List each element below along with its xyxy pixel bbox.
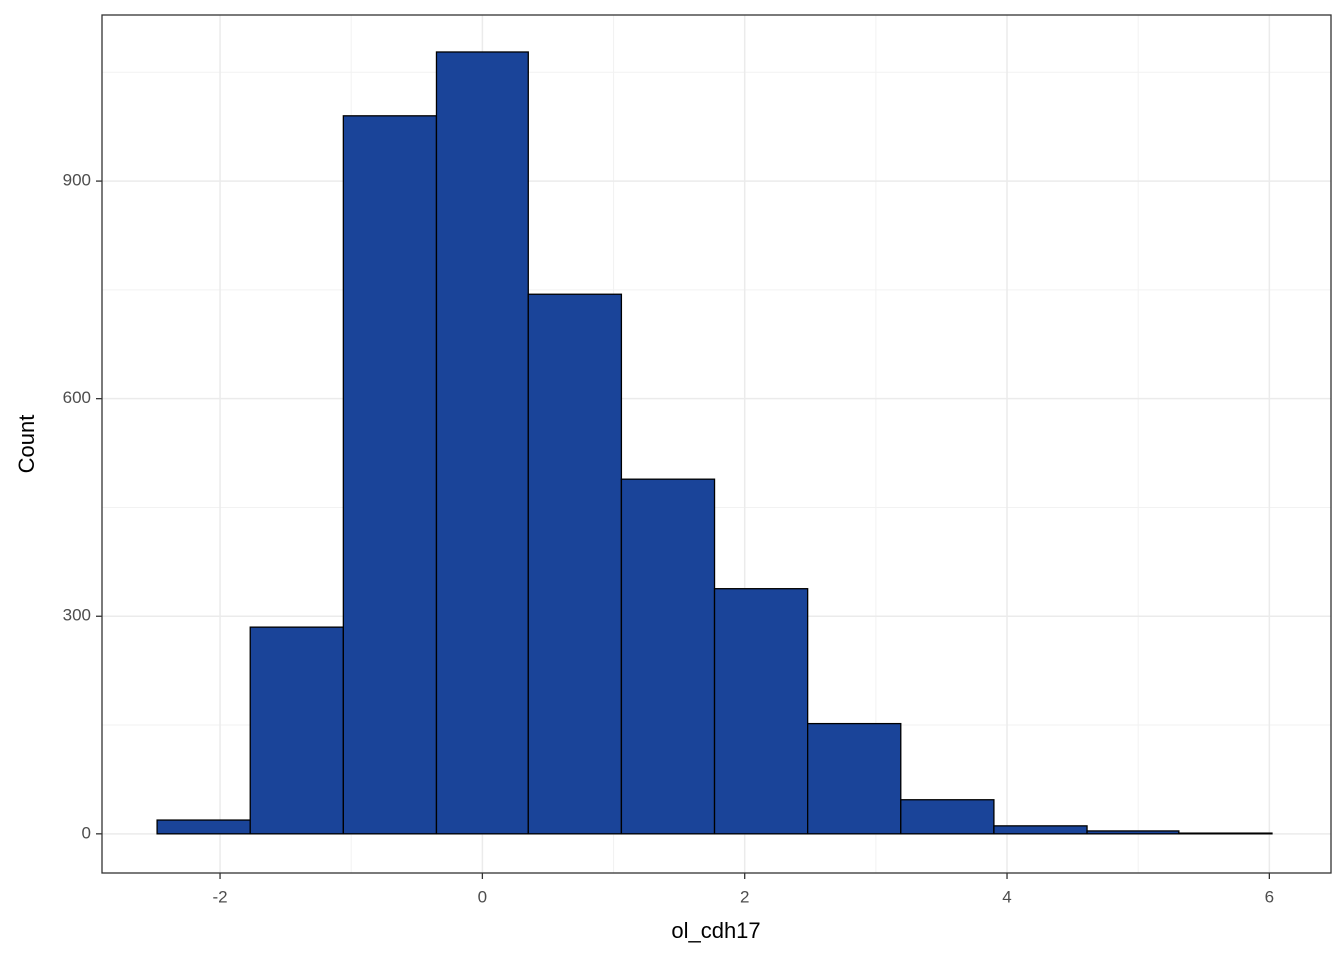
y-tick-label: 0 (82, 823, 91, 842)
x-tick-label: 0 (478, 887, 487, 906)
y-tick-label: 600 (63, 388, 91, 407)
bar (900, 799, 995, 835)
y-axis-title: Count (14, 415, 39, 474)
x-tick-label: 4 (1002, 887, 1011, 906)
bar (620, 478, 716, 835)
bar (1086, 830, 1180, 835)
bars (156, 51, 1273, 835)
bar (807, 722, 902, 835)
bar (527, 293, 623, 835)
x-axis-title: ol_cdh17 (671, 918, 760, 943)
bar (435, 51, 529, 835)
bar (342, 115, 438, 835)
x-tick-label: 6 (1265, 887, 1274, 906)
bar (249, 626, 344, 835)
x-tick-label: 2 (740, 887, 749, 906)
bar (1178, 832, 1273, 835)
y-tick-label: 300 (63, 606, 91, 625)
y-tick-label: 900 (63, 171, 91, 190)
x-tick-label: -2 (212, 887, 227, 906)
bar (993, 825, 1088, 835)
bar (713, 588, 809, 835)
bar (156, 819, 251, 835)
panel-border (101, 14, 1332, 874)
